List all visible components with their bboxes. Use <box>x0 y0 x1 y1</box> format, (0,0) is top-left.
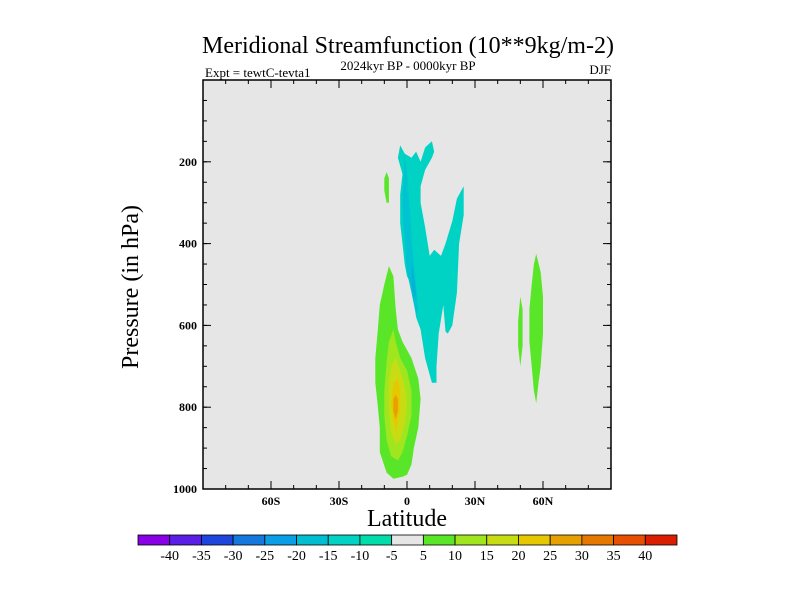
colorbar-label: -15 <box>319 549 338 564</box>
y-tick-label: 600 <box>179 318 197 332</box>
axis-ticks: 60S 30S 0 30N 60N 200 400 600 800 1000 <box>173 79 612 508</box>
colorbar-label: -25 <box>255 549 274 564</box>
contour-neg-inner-cell <box>402 153 419 316</box>
colorbar-swatch <box>201 534 234 546</box>
y-tick-label: 200 <box>179 155 197 169</box>
colorbar-label: -10 <box>351 549 370 564</box>
contour-pos-small-patch <box>384 172 389 203</box>
contour-neg-core <box>411 260 417 301</box>
x-tick-label: 30S <box>330 494 349 508</box>
colorbar-label: -35 <box>192 549 211 564</box>
colorbar-swatch <box>232 534 266 546</box>
colorbar-swatch <box>518 534 551 546</box>
x-tick-label: 60S <box>262 494 281 508</box>
x-tick-label: 0 <box>404 494 410 508</box>
x-tick-label: 60N <box>533 494 554 508</box>
colorbar-label: -20 <box>287 549 306 564</box>
colorbar-label: 5 <box>420 549 427 564</box>
colorbar-label: -30 <box>224 549 243 564</box>
y-tick-label: 1000 <box>173 482 197 496</box>
colorbar-label: 40 <box>638 549 652 564</box>
colorbar-swatch <box>327 534 361 546</box>
contour-regions <box>375 141 543 479</box>
plot-frame <box>202 79 612 490</box>
x-tick-label: 30N <box>465 494 486 508</box>
colorbar-label: 15 <box>480 549 494 564</box>
colorbar: -40 -35 -30 -25 -20 -15 -10 -5 5 10 15 20 25 30 35 40 <box>137 534 678 564</box>
contour-pos-nh-sliver <box>518 296 523 367</box>
chart-subtitle: 2024kyr BP - 0000kyr BP <box>340 58 475 73</box>
colorbar-swatch <box>391 534 424 546</box>
colorbar-label: 10 <box>448 549 462 564</box>
contour-pos-lower-cell-peak <box>393 394 398 420</box>
colorbar-swatch <box>422 534 456 546</box>
x-axis-label: Latitude <box>367 506 447 532</box>
colorbar-swatch <box>644 534 678 546</box>
colorbar-swatch <box>359 534 393 546</box>
chart-title: Meridional Streamfunction (10**9kg/m-2) <box>202 33 614 59</box>
colorbar-swatch <box>169 534 202 546</box>
colorbar-label: 35 <box>607 549 621 564</box>
experiment-label: Expt = tewtC-tevta1 <box>205 65 311 80</box>
colorbar-label: 20 <box>511 549 525 564</box>
colorbar-swatch <box>296 534 329 546</box>
colorbar-swatch <box>264 534 297 546</box>
y-axis-label: Pressure (in hPa) <box>118 205 144 369</box>
colorbar-label: -40 <box>160 549 179 564</box>
y-tick-label: 400 <box>179 237 197 251</box>
colorbar-swatch <box>613 534 646 546</box>
contour-neg-upper-cell <box>397 141 464 383</box>
colorbar-label: 25 <box>543 549 557 564</box>
colorbar-swatch <box>454 534 488 546</box>
colorbar-label: 30 <box>575 549 589 564</box>
colorbar-swatch <box>581 534 614 546</box>
y-tick-label: 800 <box>179 400 197 414</box>
colorbar-swatch <box>486 534 519 546</box>
colorbar-swatch <box>137 534 171 546</box>
colorbar-swatch <box>549 534 583 546</box>
contour-pos-nh-patch <box>529 253 543 404</box>
season-label: DJF <box>589 62 611 77</box>
colorbar-label: -5 <box>386 549 398 564</box>
